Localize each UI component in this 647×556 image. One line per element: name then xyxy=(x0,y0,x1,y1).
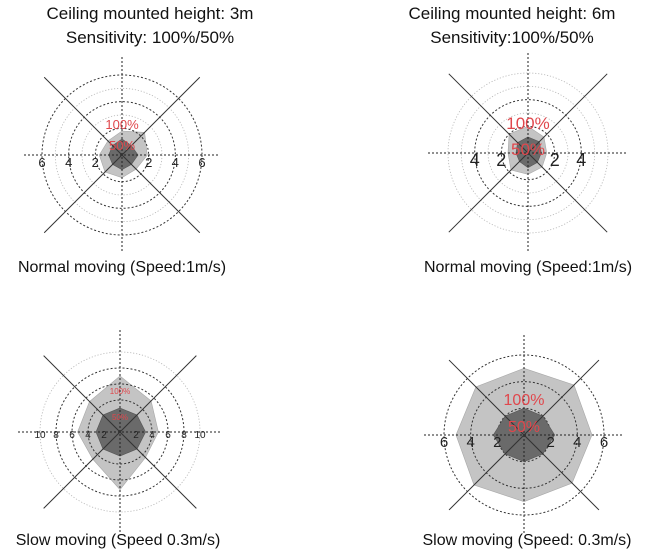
tick-label: 2 xyxy=(550,150,560,170)
tick-label: 10 xyxy=(34,430,46,441)
tick-label: 4 xyxy=(573,434,581,451)
tick-label: 2 xyxy=(493,434,501,451)
caption-normal-moving: Normal moving (Speed:1m/s) xyxy=(17,259,227,276)
coverage-diagram-3m-normal: 6 4 2 2 4 6 100% 50% xyxy=(24,57,220,253)
sensitivity-50-label: 50% xyxy=(511,140,545,159)
diagonal-line xyxy=(43,355,197,509)
tick-label: 6 xyxy=(600,434,608,451)
diagonal-line xyxy=(448,73,608,233)
header-right: Ceiling mounted height: 6m Sensitivity:1… xyxy=(362,2,647,50)
mount-height-label: Ceiling mounted height: 3m xyxy=(46,4,254,23)
tick-label: 4 xyxy=(576,150,586,170)
caption-normal-moving: Normal moving (Speed:1m/s) xyxy=(423,259,633,276)
caption-slow-moving: Slow moving (Speed 0.3m/s) xyxy=(15,532,221,549)
tick-label: 2 xyxy=(92,155,99,170)
caption-slow-moving: Slow moving (Speed: 0.3m/s) xyxy=(422,532,632,549)
sensitivity-50-label: 50% xyxy=(508,419,540,436)
tick-label: 8 xyxy=(53,430,59,441)
tick-label: 4 xyxy=(467,434,475,451)
tick-label: 8 xyxy=(181,430,187,441)
tick-label: 6 xyxy=(198,155,205,170)
coverage-diagram-6m-slow: 6 4 2 2 4 6 100% 50% xyxy=(424,335,624,535)
header-left: Ceiling mounted height: 3m Sensitivity: … xyxy=(0,2,300,50)
sensitivity-100-label: 100% xyxy=(504,392,545,409)
tick-label: 6 xyxy=(69,430,75,441)
sensitivity-100-label: 100% xyxy=(105,117,139,132)
mount-height-label: Ceiling mounted height: 6m xyxy=(408,4,616,23)
diagonal-line xyxy=(448,359,600,511)
range-ring-minor xyxy=(460,85,596,221)
tick-label: 6 xyxy=(38,155,45,170)
tick-label: 6 xyxy=(165,430,171,441)
sensitivity-100-label: 100% xyxy=(110,387,130,396)
sensitivity-50-label: 50% xyxy=(109,138,135,153)
tick-label: 2 xyxy=(547,434,555,451)
tick-label: 4 xyxy=(65,155,72,170)
range-ring xyxy=(68,101,176,209)
tick-label: 4 xyxy=(172,155,179,170)
tick-label: 4 xyxy=(149,430,155,441)
sensitivity-50-label: 50% xyxy=(112,413,128,422)
sensitivity-100-label: 100% xyxy=(506,114,549,133)
tick-label: 2 xyxy=(496,150,506,170)
tick-label: 4 xyxy=(85,430,91,441)
tick-label: 6 xyxy=(440,434,448,451)
tick-label: 4 xyxy=(470,150,480,170)
sensitivity-label: Sensitivity:100%/50% xyxy=(430,28,594,47)
tick-label: 2 xyxy=(145,155,152,170)
sensitivity-label: Sensitivity: 100%/50% xyxy=(65,28,235,47)
diagonal-line xyxy=(43,76,201,234)
tick-label: 2 xyxy=(101,430,107,441)
tick-label: 10 xyxy=(194,430,206,441)
tick-label: 2 xyxy=(133,430,139,441)
